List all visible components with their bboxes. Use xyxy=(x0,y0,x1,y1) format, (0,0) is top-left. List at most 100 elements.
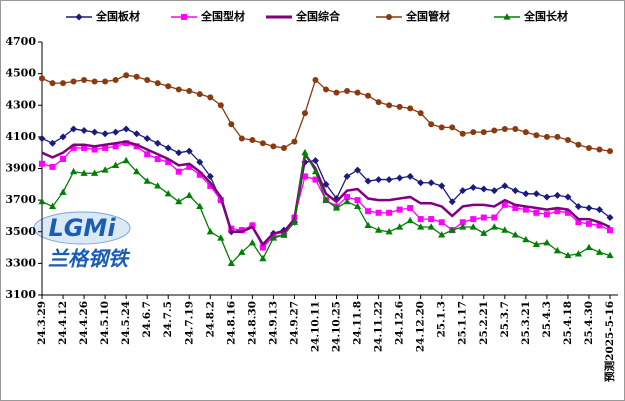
marker xyxy=(175,86,182,93)
marker xyxy=(543,133,550,140)
marker xyxy=(511,231,519,238)
marker xyxy=(396,223,404,230)
marker xyxy=(585,243,593,251)
x-tick-label: 24.7.5 xyxy=(162,301,174,338)
marker xyxy=(564,209,571,216)
marker xyxy=(154,182,162,189)
marker xyxy=(112,128,120,136)
marker xyxy=(595,206,603,214)
marker xyxy=(181,14,187,20)
x-tick-label: 24.11.8 xyxy=(352,301,364,345)
marker xyxy=(532,240,540,247)
marker xyxy=(364,177,372,185)
marker xyxy=(207,94,214,101)
marker xyxy=(322,196,330,203)
marker xyxy=(59,188,67,195)
marker xyxy=(364,221,372,229)
marker xyxy=(490,223,498,230)
marker xyxy=(206,227,214,235)
marker xyxy=(564,193,572,201)
marker xyxy=(101,166,109,173)
marker xyxy=(354,197,361,204)
marker xyxy=(259,244,266,251)
marker xyxy=(459,223,467,230)
x-tick-label: 25.3.7 xyxy=(499,301,511,338)
x-tick-label: 24.8.2 xyxy=(204,301,216,338)
marker xyxy=(427,179,435,187)
x-tick-label: 24.3.29 xyxy=(36,301,48,345)
marker xyxy=(406,172,414,180)
marker xyxy=(585,220,592,227)
y-tick-label: 3300 xyxy=(5,256,36,269)
marker xyxy=(123,140,130,147)
marker xyxy=(144,76,151,83)
marker xyxy=(186,88,193,95)
marker xyxy=(122,156,130,164)
marker xyxy=(196,171,203,178)
marker xyxy=(301,110,308,117)
marker xyxy=(207,182,214,189)
marker xyxy=(217,102,224,109)
marker xyxy=(143,134,151,142)
marker xyxy=(133,73,140,80)
marker xyxy=(385,176,393,184)
marker xyxy=(322,180,330,188)
marker xyxy=(469,183,477,191)
marker xyxy=(196,202,204,210)
marker xyxy=(543,193,551,201)
x-tick-label: 25.1.3 xyxy=(436,301,448,338)
marker xyxy=(164,190,172,197)
marker xyxy=(480,214,487,221)
y-tick-label: 4100 xyxy=(5,130,36,143)
marker xyxy=(574,250,583,257)
marker xyxy=(417,223,425,230)
marker xyxy=(406,216,414,224)
marker xyxy=(386,209,393,216)
marker xyxy=(532,190,540,198)
marker xyxy=(596,146,603,153)
x-tick-label: 24.11.22 xyxy=(373,301,385,352)
marker xyxy=(227,259,235,266)
marker xyxy=(49,163,56,170)
marker xyxy=(522,190,530,198)
x-tick-label: 25.1.17 xyxy=(457,301,469,345)
marker xyxy=(491,214,498,221)
marker xyxy=(365,92,372,99)
x-tick-label: 25.4.30 xyxy=(583,301,595,345)
x-tick-label: 24.12.20 xyxy=(415,301,427,352)
marker xyxy=(501,226,509,233)
x-tick-label: 24.8.16 xyxy=(225,301,237,345)
marker xyxy=(165,159,172,166)
marker xyxy=(69,167,78,175)
marker xyxy=(554,208,561,215)
marker xyxy=(553,191,561,199)
series-line xyxy=(41,140,611,247)
marker xyxy=(522,206,529,213)
x-tick-label: 24.9.27 xyxy=(288,301,300,345)
marker xyxy=(60,156,67,163)
marker xyxy=(511,187,519,195)
y-tick-label: 3900 xyxy=(5,162,36,175)
marker xyxy=(575,141,582,148)
marker xyxy=(459,130,466,137)
marker xyxy=(438,231,446,238)
marker xyxy=(70,78,77,85)
marker xyxy=(385,227,393,235)
marker xyxy=(154,139,162,147)
marker xyxy=(59,133,67,141)
marker xyxy=(480,185,488,193)
marker xyxy=(417,216,424,223)
x-tick-label: 25.4.18 xyxy=(562,301,574,345)
marker xyxy=(574,202,582,210)
x-tick-label: 24.4.12 xyxy=(57,301,69,345)
marker xyxy=(154,156,161,163)
marker xyxy=(80,127,88,135)
marker xyxy=(270,143,277,150)
marker xyxy=(154,80,161,87)
y-tick-label: 3700 xyxy=(5,193,36,206)
marker xyxy=(448,226,456,233)
marker xyxy=(585,144,592,151)
marker xyxy=(396,103,403,110)
marker xyxy=(375,176,383,184)
marker xyxy=(249,137,256,144)
